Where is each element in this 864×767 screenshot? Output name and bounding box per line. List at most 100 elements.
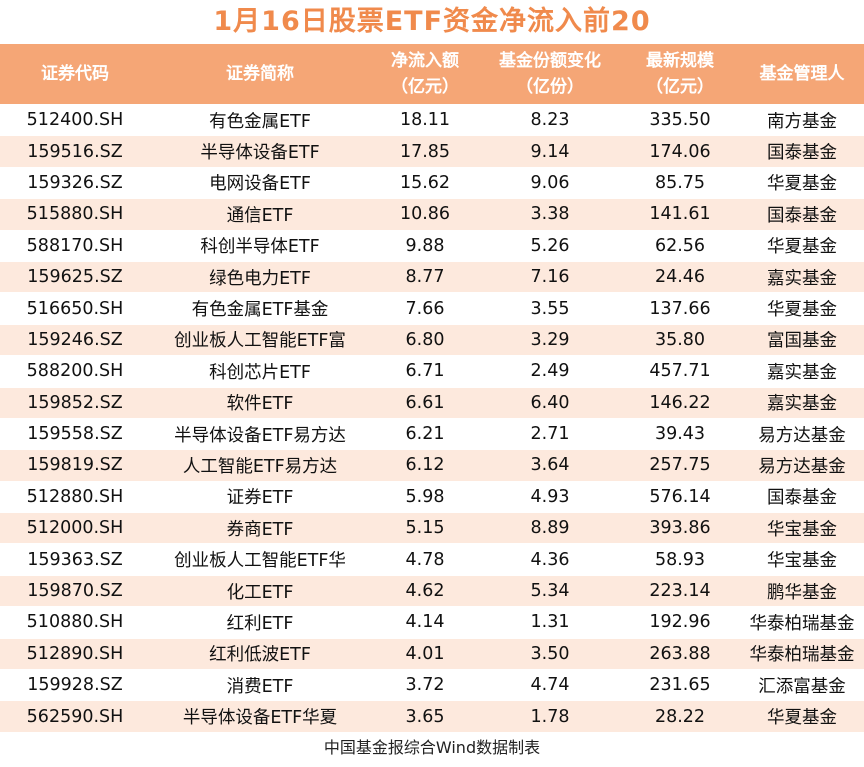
cell-scale: 257.75 bbox=[649, 455, 711, 476]
header-scale-label: 最新规模 bbox=[646, 51, 714, 71]
table-row: 516650.SH 有色金属ETF基金 7.66 3.55 137.66 华夏基金 bbox=[0, 293, 864, 325]
cell-name: 消费ETF bbox=[226, 676, 294, 697]
cell-name: 科创半导体ETF bbox=[200, 237, 320, 258]
cell-code: 512880.SH bbox=[26, 486, 124, 507]
cell-manager: 华宝基金 bbox=[767, 551, 837, 572]
cell-inflow: 6.71 bbox=[405, 361, 445, 382]
cell-inflow: 6.12 bbox=[405, 455, 445, 476]
cell-share: 7.16 bbox=[530, 267, 570, 288]
table-row: 159870.SZ 化工ETF 4.62 5.34 223.14 鹏华基金 bbox=[0, 575, 864, 608]
cell-inflow: 4.78 bbox=[405, 549, 445, 570]
cell-name: 半导体设备ETF易方达 bbox=[174, 425, 346, 446]
cell-scale: 231.65 bbox=[649, 675, 711, 696]
cell-code: 512000.SH bbox=[26, 518, 124, 539]
cell-code: 159246.SZ bbox=[27, 329, 123, 350]
cell-inflow: 3.72 bbox=[405, 675, 445, 696]
cell-share: 5.34 bbox=[530, 581, 570, 602]
table-row: 159363.SZ 创业板人工智能ETF华 4.78 4.36 58.93 华宝基金 bbox=[0, 544, 864, 576]
cell-code: 588200.SH bbox=[26, 361, 124, 382]
cell-inflow: 4.14 bbox=[405, 612, 445, 633]
table-row: 159326.SZ 电网设备ETF 15.62 9.06 85.75 华夏基金 bbox=[0, 167, 864, 200]
cell-manager: 嘉实基金 bbox=[767, 394, 837, 415]
table-row: 159928.SZ 消费ETF 3.72 4.74 231.65 汇添富基金 bbox=[0, 670, 864, 702]
table-row: 159516.SZ 半导体设备ETF 17.85 9.14 174.06 国泰基金 bbox=[0, 136, 864, 168]
cell-inflow: 18.11 bbox=[399, 110, 451, 131]
table-row: 159558.SZ 半导体设备ETF易方达 6.21 2.71 39.43 易方达基金 bbox=[0, 418, 864, 451]
cell-manager: 华夏基金 bbox=[767, 708, 837, 729]
cell-code: 512890.SH bbox=[26, 643, 124, 664]
cell-inflow: 8.77 bbox=[405, 267, 445, 288]
cell-share: 9.06 bbox=[530, 172, 570, 193]
cell-name: 人工智能ETF易方达 bbox=[182, 456, 338, 477]
cell-manager: 易方达基金 bbox=[758, 456, 846, 477]
cell-name: 半导体设备ETF华夏 bbox=[182, 708, 338, 729]
table-body: 512400.SH 有色金属ETF 18.11 8.23 335.50 南方基金 15951… bbox=[0, 105, 864, 733]
header-inflow: 净流入额 （亿元） bbox=[370, 44, 480, 104]
cell-share: 8.89 bbox=[530, 518, 570, 539]
cell-scale: 335.50 bbox=[649, 110, 711, 131]
header-name-label: 证券简称 bbox=[226, 64, 294, 84]
cell-name: 科创芯片ETF bbox=[209, 362, 311, 383]
cell-code: 562590.SH bbox=[26, 706, 124, 727]
cell-manager: 富国基金 bbox=[767, 331, 837, 352]
cell-scale: 223.14 bbox=[649, 581, 711, 602]
cell-name: 化工ETF bbox=[226, 582, 294, 603]
cell-scale: 393.86 bbox=[649, 518, 711, 539]
header-scale: 最新规模 （亿元） bbox=[620, 44, 740, 104]
cell-name: 有色金属ETF bbox=[209, 111, 311, 132]
cell-share: 1.78 bbox=[530, 706, 570, 727]
header-inflow-unit: （亿元） bbox=[391, 77, 459, 97]
cell-inflow: 6.21 bbox=[405, 424, 445, 445]
cell-manager: 国泰基金 bbox=[767, 488, 837, 509]
cell-name: 半导体设备ETF bbox=[200, 143, 320, 164]
cell-scale: 28.22 bbox=[654, 706, 706, 727]
cell-scale: 141.61 bbox=[649, 204, 711, 225]
cell-code: 159363.SZ bbox=[27, 549, 123, 570]
cell-name: 创业板人工智能ETF华 bbox=[174, 551, 346, 572]
cell-code: 516650.SH bbox=[26, 298, 124, 319]
cell-manager: 华宝基金 bbox=[767, 519, 837, 540]
cell-inflow: 9.88 bbox=[405, 235, 445, 256]
cell-manager: 南方基金 bbox=[767, 111, 837, 132]
cell-manager: 华夏基金 bbox=[767, 300, 837, 321]
cell-code: 515880.SH bbox=[26, 204, 124, 225]
cell-scale: 457.71 bbox=[649, 361, 711, 382]
cell-inflow: 5.98 bbox=[405, 486, 445, 507]
cell-scale: 62.56 bbox=[654, 235, 706, 256]
cell-inflow: 10.86 bbox=[399, 204, 451, 225]
cell-share: 5.26 bbox=[530, 235, 570, 256]
cell-manager: 华泰柏瑞基金 bbox=[749, 613, 855, 634]
cell-share: 3.29 bbox=[530, 329, 570, 350]
cell-name: 绿色电力ETF bbox=[209, 268, 311, 289]
cell-manager: 嘉实基金 bbox=[767, 362, 837, 383]
cell-name: 创业板人工智能ETF富 bbox=[174, 331, 346, 352]
cell-scale: 137.66 bbox=[649, 298, 711, 319]
cell-code: 159516.SZ bbox=[27, 141, 123, 162]
cell-share: 8.23 bbox=[530, 110, 570, 131]
table-row: 159852.SZ 软件ETF 6.61 6.40 146.22 嘉实基金 bbox=[0, 387, 864, 419]
cell-code: 512400.SH bbox=[26, 110, 124, 131]
header-share-label: 基金份额变化 bbox=[499, 51, 601, 71]
header-code-label: 证券代码 bbox=[41, 64, 109, 84]
cell-scale: 576.14 bbox=[649, 486, 711, 507]
table-row: 588170.SH 科创半导体ETF 9.88 5.26 62.56 华夏基金 bbox=[0, 230, 864, 262]
header-scale-unit: （亿元） bbox=[646, 77, 714, 97]
cell-code: 510880.SH bbox=[26, 612, 124, 633]
table-row: 159625.SZ 绿色电力ETF 8.77 7.16 24.46 嘉实基金 bbox=[0, 261, 864, 294]
cell-manager: 华泰柏瑞基金 bbox=[749, 645, 855, 666]
cell-code: 159326.SZ bbox=[27, 172, 123, 193]
cell-scale: 58.93 bbox=[654, 549, 706, 570]
cell-share: 3.50 bbox=[530, 643, 570, 664]
cell-inflow: 7.66 bbox=[405, 298, 445, 319]
source-note: 中国基金报综合Wind数据制表 bbox=[323, 737, 541, 757]
table-row: 512880.SH 证券ETF 5.98 4.93 576.14 国泰基金 bbox=[0, 481, 864, 514]
cell-manager: 华夏基金 bbox=[767, 174, 837, 195]
table-row: 510880.SH 红利ETF 4.14 1.31 192.96 华泰柏瑞基金 bbox=[0, 607, 864, 639]
cell-scale: 35.80 bbox=[654, 329, 706, 350]
cell-code: 159819.SZ bbox=[27, 455, 123, 476]
cell-share: 1.31 bbox=[530, 612, 570, 633]
cell-share: 2.71 bbox=[530, 424, 570, 445]
cell-name: 红利低波ETF bbox=[209, 645, 311, 666]
table-row: 588200.SH 科创芯片ETF 6.71 2.49 457.71 嘉实基金 bbox=[0, 356, 864, 388]
cell-code: 159928.SZ bbox=[27, 675, 123, 696]
